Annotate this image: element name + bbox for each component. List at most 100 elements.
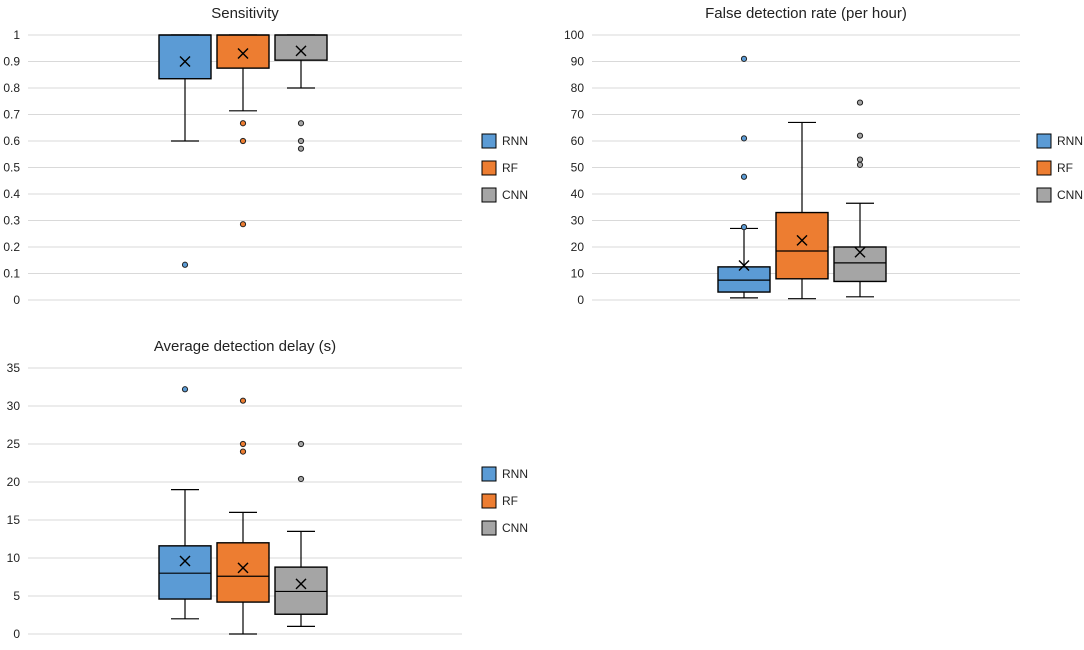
outlier-point bbox=[297, 475, 305, 483]
legend-label-rf: RF bbox=[1057, 161, 1073, 175]
legend-swatch-rf bbox=[1036, 160, 1052, 176]
y-tick-label: 50 bbox=[571, 161, 585, 175]
legend-swatch-rf bbox=[481, 160, 497, 176]
chart-title: Sensitivity bbox=[211, 5, 279, 22]
chart-false-detection-rate: False detection rate (per hour) 0 10 20 30 40… bbox=[564, 5, 1083, 307]
box-rf bbox=[216, 34, 270, 228]
outlier-point bbox=[239, 221, 247, 228]
y-tick-label: 10 bbox=[571, 267, 585, 281]
legend-swatch-cnn bbox=[481, 520, 497, 536]
legend-label-cnn: CNN bbox=[502, 188, 528, 202]
legend-label-cnn: CNN bbox=[502, 521, 528, 535]
mean-marker-stroke bbox=[295, 45, 307, 57]
y-tick-label: 90 bbox=[571, 55, 585, 69]
y-tick-label: 20 bbox=[571, 240, 585, 254]
outlier-point bbox=[181, 261, 189, 268]
outlier-point bbox=[856, 156, 864, 163]
y-tick-label: 30 bbox=[571, 214, 585, 228]
legend-swatch-cnn bbox=[481, 187, 497, 203]
y-tick-label: 0.5 bbox=[3, 161, 20, 175]
y-tick-label: 60 bbox=[571, 134, 585, 148]
y-tick-label: 0.8 bbox=[3, 81, 20, 95]
mean-marker-stroke bbox=[854, 246, 866, 258]
chart-average-detection-delay: Average detection delay (s) 0 5 10 15 20 25 30 3… bbox=[7, 338, 528, 641]
legend-swatch-rf bbox=[481, 493, 497, 509]
y-tick-label: 40 bbox=[571, 187, 585, 201]
y-tick-label: 35 bbox=[7, 361, 21, 375]
y-tick-label: 0.6 bbox=[3, 134, 20, 148]
mean-marker-stroke bbox=[295, 578, 307, 590]
chart-title: Average detection delay (s) bbox=[154, 338, 336, 355]
y-tick-label: 0.2 bbox=[3, 240, 20, 254]
mean-marker-stroke bbox=[237, 562, 249, 574]
iqr-box bbox=[216, 542, 270, 603]
outlier-point bbox=[297, 145, 305, 152]
y-tick-label: 0.1 bbox=[3, 267, 20, 281]
outlier-point bbox=[239, 397, 247, 404]
outlier-point bbox=[856, 132, 864, 139]
outlier-point bbox=[856, 99, 864, 106]
box-rnn bbox=[158, 34, 212, 268]
outlier-point bbox=[740, 224, 748, 231]
legend-label-rnn: RNN bbox=[502, 467, 528, 481]
legend-swatch-rnn bbox=[1036, 133, 1052, 149]
y-tick-label: 0.3 bbox=[3, 214, 20, 228]
box-rnn bbox=[158, 386, 212, 620]
mean-marker-stroke bbox=[179, 555, 191, 567]
outlier-point bbox=[239, 120, 247, 127]
legend-swatch-rnn bbox=[481, 466, 497, 482]
y-tick-label: 10 bbox=[7, 551, 21, 565]
outlier-point bbox=[740, 55, 748, 62]
y-tick-label: 100 bbox=[564, 28, 584, 42]
legend-swatch-rnn bbox=[481, 133, 497, 149]
mean-marker-stroke bbox=[796, 234, 808, 246]
outlier-point bbox=[239, 440, 247, 448]
outlier-point bbox=[856, 161, 864, 168]
y-tick-label: 0.9 bbox=[3, 55, 20, 69]
y-tick-label: 30 bbox=[7, 399, 21, 413]
mean-marker-stroke bbox=[179, 56, 191, 67]
y-tick-label: 0 bbox=[577, 293, 584, 307]
chart-title: False detection rate (per hour) bbox=[705, 5, 907, 22]
box-cnn bbox=[833, 99, 887, 298]
mean-marker-stroke bbox=[237, 48, 249, 60]
mean-marker-stroke bbox=[738, 260, 750, 272]
legend-swatch-cnn bbox=[1036, 187, 1052, 203]
legend-label-rf: RF bbox=[502, 161, 518, 175]
box-rnn bbox=[717, 55, 771, 299]
iqr-box bbox=[775, 211, 829, 280]
outlier-point bbox=[239, 448, 247, 455]
y-tick-label: 0 bbox=[13, 627, 20, 641]
outlier-point bbox=[239, 137, 247, 145]
y-tick-label: 5 bbox=[13, 589, 20, 603]
box-cnn bbox=[274, 34, 328, 152]
y-tick-label: 0 bbox=[13, 293, 20, 307]
iqr-box bbox=[717, 266, 771, 293]
y-tick-label: 0.7 bbox=[3, 108, 20, 122]
y-tick-label: 1 bbox=[13, 28, 20, 42]
legend-label-cnn: CNN bbox=[1057, 188, 1083, 202]
y-tick-label: 70 bbox=[571, 108, 585, 122]
y-tick-label: 20 bbox=[7, 475, 21, 489]
legend-label-rf: RF bbox=[502, 494, 518, 508]
legend-label-rnn: RNN bbox=[1057, 134, 1083, 148]
iqr-box bbox=[158, 34, 212, 80]
y-tick-label: 0.4 bbox=[3, 187, 20, 201]
box-rf bbox=[216, 397, 270, 635]
y-tick-label: 80 bbox=[571, 81, 585, 95]
y-tick-label: 25 bbox=[7, 437, 21, 451]
iqr-box bbox=[216, 34, 270, 69]
iqr-box bbox=[158, 545, 212, 600]
outlier-point bbox=[297, 137, 305, 145]
outlier-point bbox=[297, 440, 305, 448]
outlier-point bbox=[740, 173, 748, 180]
legend-label-rnn: RNN bbox=[502, 134, 528, 148]
outlier-point bbox=[740, 135, 748, 142]
chart-sensitivity: Sensitivity 0 0.1 0.2 0.3 0.4 0.5 0.6 0.7 0.8 0.9 1… bbox=[3, 5, 528, 307]
iqr-box bbox=[274, 34, 328, 61]
box-cnn bbox=[274, 440, 328, 628]
outlier-point bbox=[297, 120, 305, 127]
y-tick-label: 15 bbox=[7, 513, 21, 527]
